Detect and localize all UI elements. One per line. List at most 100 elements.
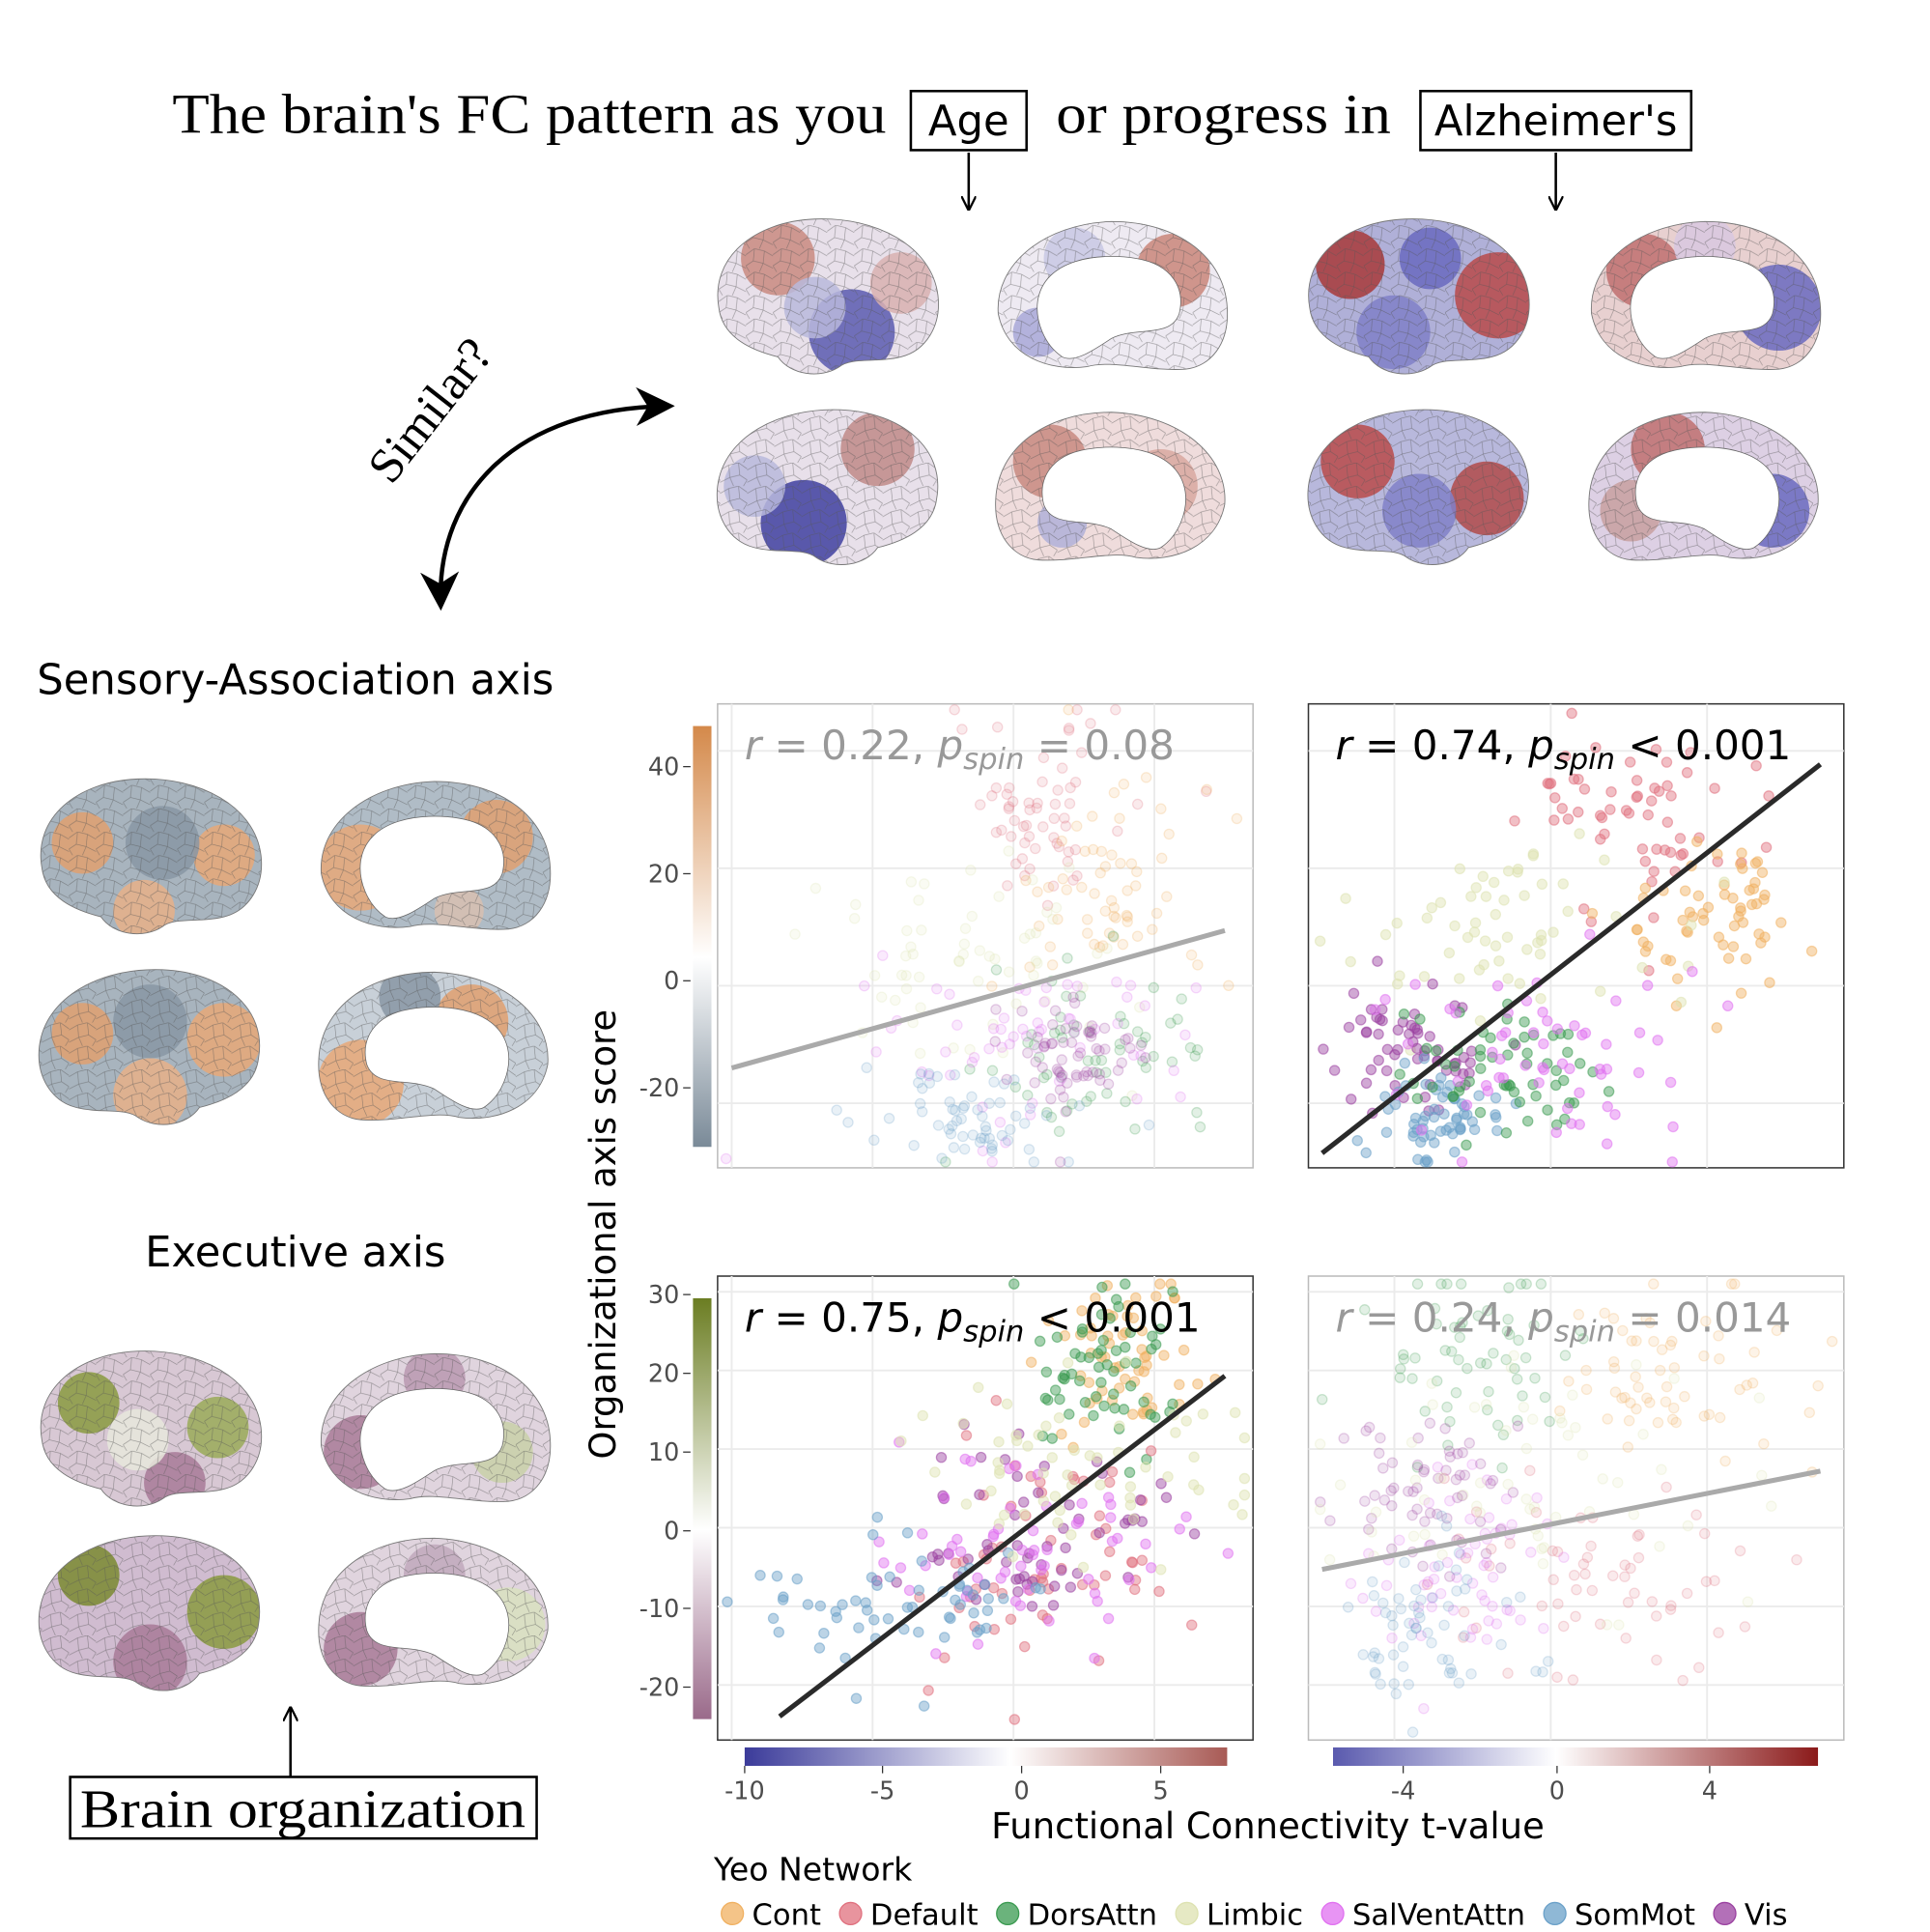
point-salventattn [1441, 1556, 1454, 1569]
point-limbic [1554, 1412, 1566, 1424]
point-cont [1115, 858, 1126, 869]
point-cont [1155, 852, 1168, 865]
point-default [1639, 855, 1652, 867]
point-vis [926, 1550, 939, 1563]
point-vis [1433, 1472, 1444, 1485]
point-salventattn [1180, 1511, 1192, 1522]
point-limbic [1197, 1408, 1209, 1420]
point-default [1551, 1671, 1563, 1683]
point-dorsattn [1411, 1462, 1424, 1473]
point-sommot [918, 1700, 930, 1712]
point-default [1131, 798, 1144, 810]
point-vis [1033, 1487, 1044, 1499]
point-limbic [1314, 1503, 1326, 1516]
point-sommot [1377, 1597, 1389, 1609]
point-default [1071, 870, 1083, 882]
point-sommot [1002, 1134, 1014, 1147]
point-dorsattn [1430, 1045, 1442, 1057]
point-dorsattn [1520, 1058, 1533, 1069]
point-vis [1439, 1423, 1451, 1435]
point-default [1001, 788, 1013, 800]
point-sommot [1351, 1135, 1363, 1147]
point-cont [1764, 977, 1775, 988]
point-dorsattn [1447, 1091, 1460, 1102]
scatter-panel-sensory-age: r = 0.22, pspin = 0.08 [717, 702, 1254, 1169]
point-limbic [973, 1381, 984, 1394]
point-vis [1464, 1057, 1476, 1068]
point-salventattn [877, 950, 889, 961]
lateral-brain-map [38, 969, 261, 1125]
point-sommot [1369, 1666, 1381, 1679]
point-salventattn [1490, 1618, 1503, 1630]
medial-brain-map [321, 781, 552, 930]
point-default [1585, 1540, 1597, 1552]
point-cont [1108, 931, 1120, 943]
point-sommot [938, 1632, 951, 1643]
point-vis [1038, 1041, 1050, 1053]
point-limbic [905, 876, 918, 888]
point-salventattn [1418, 1702, 1430, 1715]
point-dorsattn [1056, 1032, 1068, 1043]
point-cont [1131, 930, 1144, 942]
point-cont [1127, 1312, 1140, 1324]
point-sommot [802, 1599, 814, 1610]
point-dorsattn [1104, 1313, 1116, 1324]
point-limbic [1470, 882, 1482, 894]
legend-item-dorsattn: DorsAttn [996, 1898, 1157, 1932]
point-default [1200, 785, 1212, 798]
point-default [1661, 816, 1674, 828]
point-dorsattn [1055, 1011, 1066, 1023]
y-axis-ticks: 40 20 0 -20 30 20 10 0 -10 -20 [639, 753, 691, 1702]
point-vis [1013, 1573, 1026, 1585]
point-sommot [1429, 1137, 1440, 1149]
point-limbic [1597, 1473, 1608, 1485]
point-limbic [989, 953, 1001, 965]
point-sommot [945, 1612, 956, 1625]
point-cont [1609, 1386, 1622, 1398]
point-vis [1512, 1420, 1524, 1433]
point-salventattn [1462, 1547, 1474, 1559]
point-salventattn [1602, 1100, 1613, 1113]
point-salventattn [1501, 1604, 1513, 1616]
point-default [1031, 802, 1042, 814]
point-default [1023, 797, 1035, 809]
point-dorsattn [1049, 1384, 1062, 1396]
point-dorsattn [1053, 1125, 1065, 1138]
point-limbic [1498, 895, 1510, 906]
point-dorsattn [1482, 1304, 1493, 1317]
point-dorsattn [1453, 1353, 1464, 1366]
point-limbic [1345, 955, 1356, 968]
legend: Yeo Network Cont Default DorsAttn Limbic Sal… [713, 1851, 1788, 1932]
point-dorsattn [1101, 1088, 1113, 1099]
point-limbic [960, 1498, 973, 1510]
point-default [1547, 1545, 1559, 1557]
point-vis [1324, 1515, 1336, 1526]
point-salventattn [1601, 1038, 1612, 1050]
point-cont [1097, 940, 1109, 952]
point-salventattn [1538, 1064, 1550, 1076]
point-limbic [1238, 1489, 1251, 1501]
point-dorsattn [1054, 1024, 1066, 1037]
point-limbic [1030, 955, 1042, 967]
point-limbic [1427, 1399, 1438, 1410]
point-limbic [1742, 1596, 1754, 1607]
point-sommot [981, 1605, 994, 1617]
point-limbic [916, 924, 927, 936]
point-default [1008, 814, 1021, 827]
lateral-brain-map [40, 1350, 263, 1507]
point-salventattn [1494, 1053, 1506, 1065]
point-salventattn [878, 1557, 890, 1569]
point-salventattn [1666, 1156, 1678, 1168]
point-dorsattn [1394, 1068, 1405, 1080]
point-sommot [1005, 1123, 1016, 1136]
point-limbic [809, 882, 822, 895]
point-dorsattn [1109, 1403, 1121, 1414]
point-cont [1163, 828, 1175, 840]
point-salventattn [1483, 1512, 1495, 1523]
point-cont [1130, 1292, 1142, 1304]
point-dorsattn [1316, 1393, 1328, 1406]
point-limbic [1024, 928, 1036, 940]
point-dorsattn [1124, 1380, 1137, 1392]
point-dorsattn [1559, 1350, 1572, 1361]
point-default [1024, 863, 1036, 875]
